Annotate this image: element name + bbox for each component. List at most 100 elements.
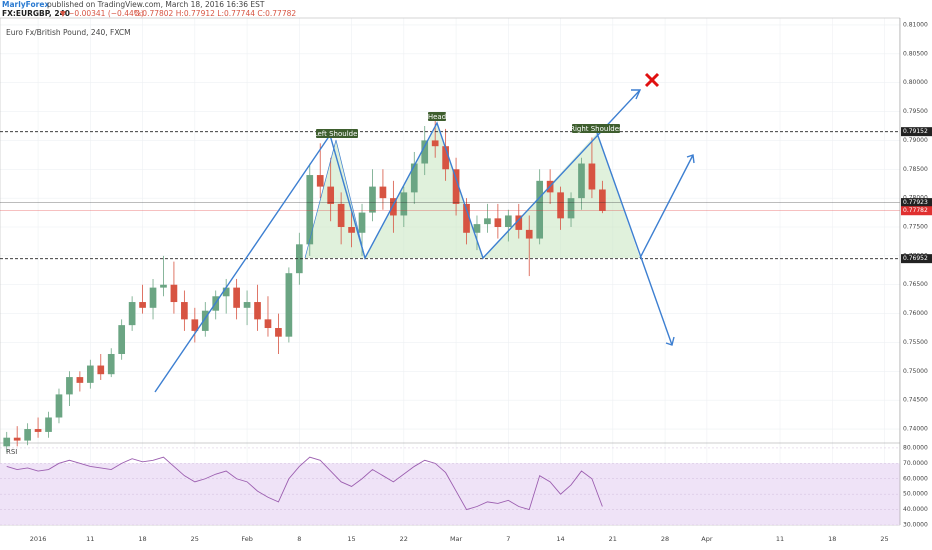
candle-body: [337, 203, 345, 228]
candle-body: [222, 287, 230, 297]
annotation: Left Shoulder: [314, 130, 361, 138]
rsi-tick-label: 70.0000: [903, 460, 928, 467]
candle-body: [588, 163, 596, 190]
candle-body: [243, 302, 251, 308]
pattern-fill: [305, 125, 640, 258]
x-tick-label: 21: [609, 535, 617, 543]
x-tick-label: 18: [828, 535, 836, 543]
candle-body: [431, 140, 439, 147]
rsi-tick-label: 60.0000: [903, 475, 928, 482]
candle-body: [170, 284, 178, 303]
arrow-head: [631, 89, 642, 100]
candle-body: [128, 302, 136, 326]
candle-body: [306, 175, 314, 245]
red-cross: [644, 72, 660, 88]
candle-body: [275, 328, 282, 337]
price-label: 0.77782: [903, 207, 928, 214]
drawings: [154, 89, 695, 393]
candle-body: [452, 169, 460, 204]
candle-body: [421, 140, 429, 164]
price-label: 0.76952: [903, 255, 928, 262]
rsi-pane: [0, 447, 900, 526]
candle-body: [484, 218, 491, 225]
candle-body: [13, 437, 21, 441]
price-label: 0.77923: [903, 199, 928, 206]
x-tick-label: 11: [86, 535, 94, 543]
author: MarlyForex: [2, 0, 49, 9]
annotation: Head: [428, 113, 446, 121]
x-tick-label: 28: [661, 535, 669, 543]
candle-body: [295, 244, 303, 274]
down-arrow: [596, 132, 673, 346]
x-tick-label: 2016: [30, 535, 47, 543]
candle-body: [358, 212, 366, 233]
candle-body: [327, 186, 335, 204]
rsi-line: [6, 456, 603, 511]
price-label-box: [901, 127, 932, 137]
x-tick-label: 15: [347, 535, 355, 543]
candle-body: [233, 287, 240, 308]
candle-body: [201, 310, 209, 331]
y-tick-label: 0.78500: [903, 166, 928, 173]
y-tick-label: 0.79500: [903, 108, 928, 115]
y-tick-label: 0.76000: [903, 310, 928, 317]
candle-body: [55, 394, 63, 418]
axes: 0.81000 0.80500 0.80000 0.79500 0.79000 0.785…: [30, 0, 932, 550]
x-tick-label: Feb: [241, 535, 253, 543]
y-tick-label: 0.81000: [903, 21, 928, 28]
arrow-head: [686, 154, 695, 164]
candle-body: [181, 302, 188, 320]
candle-body: [463, 203, 470, 233]
y-tick-label: 0.77500: [903, 224, 928, 231]
label-box: [316, 129, 358, 138]
candle-body: [369, 186, 376, 213]
candle-body: [316, 175, 324, 187]
candle-body: [442, 146, 449, 170]
candle-body: [97, 365, 105, 375]
candle-body: [410, 163, 418, 193]
candle-body: [66, 377, 73, 395]
candle-body: [76, 377, 84, 383]
candle-body: [348, 227, 355, 233]
up-arrow: [639, 154, 694, 259]
y-tick-label: 0.74000: [903, 426, 928, 433]
cross-stroke: [644, 72, 660, 88]
annotation: Right Shoulder: [570, 125, 622, 133]
candle-body: [379, 186, 387, 199]
arrow-head: [665, 336, 675, 346]
rsi-tick-label: 80.0000: [903, 444, 928, 451]
x-tick-label: 11: [776, 535, 784, 543]
candle-body: [45, 417, 52, 432]
y-tick-label: 0.80500: [903, 50, 928, 57]
x-tick-label: Mar: [450, 535, 463, 543]
candle-body: [160, 284, 167, 288]
x-tick-label: 14: [556, 535, 564, 543]
y-tick-label: 0.74500: [903, 397, 928, 404]
candle-body: [3, 437, 11, 447]
price-label-box: [901, 198, 932, 208]
candle-body: [473, 224, 481, 233]
candle-body: [285, 273, 293, 337]
candle-body: [494, 218, 502, 228]
rsi-tick-label: 30.0000: [903, 522, 928, 529]
price-label-box: [901, 254, 932, 264]
trend-line: [154, 89, 641, 393]
price-markers: [0, 131, 900, 260]
candle-body: [536, 180, 544, 239]
chart-title: Euro Fx/British Pound, 240, FXCM: [6, 28, 131, 37]
x-tick-label: 18: [138, 535, 146, 543]
x-tick-label: 22: [400, 535, 408, 543]
x-tick-label: 7: [506, 535, 510, 543]
x-tick-label: 8: [297, 535, 301, 543]
price-label-box: [901, 206, 932, 216]
y-tick-label: 0.80000: [903, 79, 928, 86]
rsi-tick-label: 50.0000: [903, 491, 928, 498]
grid: [0, 18, 900, 525]
label-box: [428, 112, 446, 121]
rsi-tick-label: 40.0000: [903, 506, 928, 513]
published: published on TradingView.com, March 18, …: [47, 0, 265, 9]
candle-body: [254, 302, 261, 320]
candle-body: [567, 198, 575, 219]
candle-body: [599, 189, 606, 211]
